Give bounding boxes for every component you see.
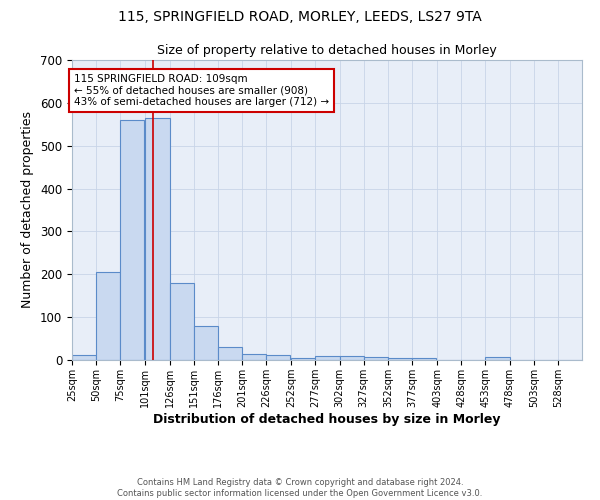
Bar — [72, 355, 96, 360]
Bar — [218, 347, 242, 360]
Bar — [291, 358, 316, 360]
Text: 115 SPRINGFIELD ROAD: 109sqm
← 55% of detached houses are smaller (908)
43% of s: 115 SPRINGFIELD ROAD: 109sqm ← 55% of de… — [74, 74, 329, 107]
Bar — [316, 356, 340, 360]
Text: Contains HM Land Registry data © Crown copyright and database right 2024.
Contai: Contains HM Land Registry data © Crown c… — [118, 478, 482, 498]
Bar — [266, 355, 290, 360]
Bar — [412, 358, 436, 360]
Bar — [194, 326, 218, 360]
Bar — [242, 354, 266, 360]
Title: Size of property relative to detached houses in Morley: Size of property relative to detached ho… — [157, 44, 497, 58]
Bar — [170, 283, 194, 360]
Bar — [388, 358, 412, 360]
Bar — [485, 358, 509, 360]
Bar — [120, 120, 145, 360]
Bar — [145, 118, 170, 360]
Bar — [96, 272, 120, 360]
Bar — [340, 356, 364, 360]
Y-axis label: Number of detached properties: Number of detached properties — [22, 112, 34, 308]
Text: 115, SPRINGFIELD ROAD, MORLEY, LEEDS, LS27 9TA: 115, SPRINGFIELD ROAD, MORLEY, LEEDS, LS… — [118, 10, 482, 24]
Bar — [364, 356, 388, 360]
X-axis label: Distribution of detached houses by size in Morley: Distribution of detached houses by size … — [153, 412, 501, 426]
